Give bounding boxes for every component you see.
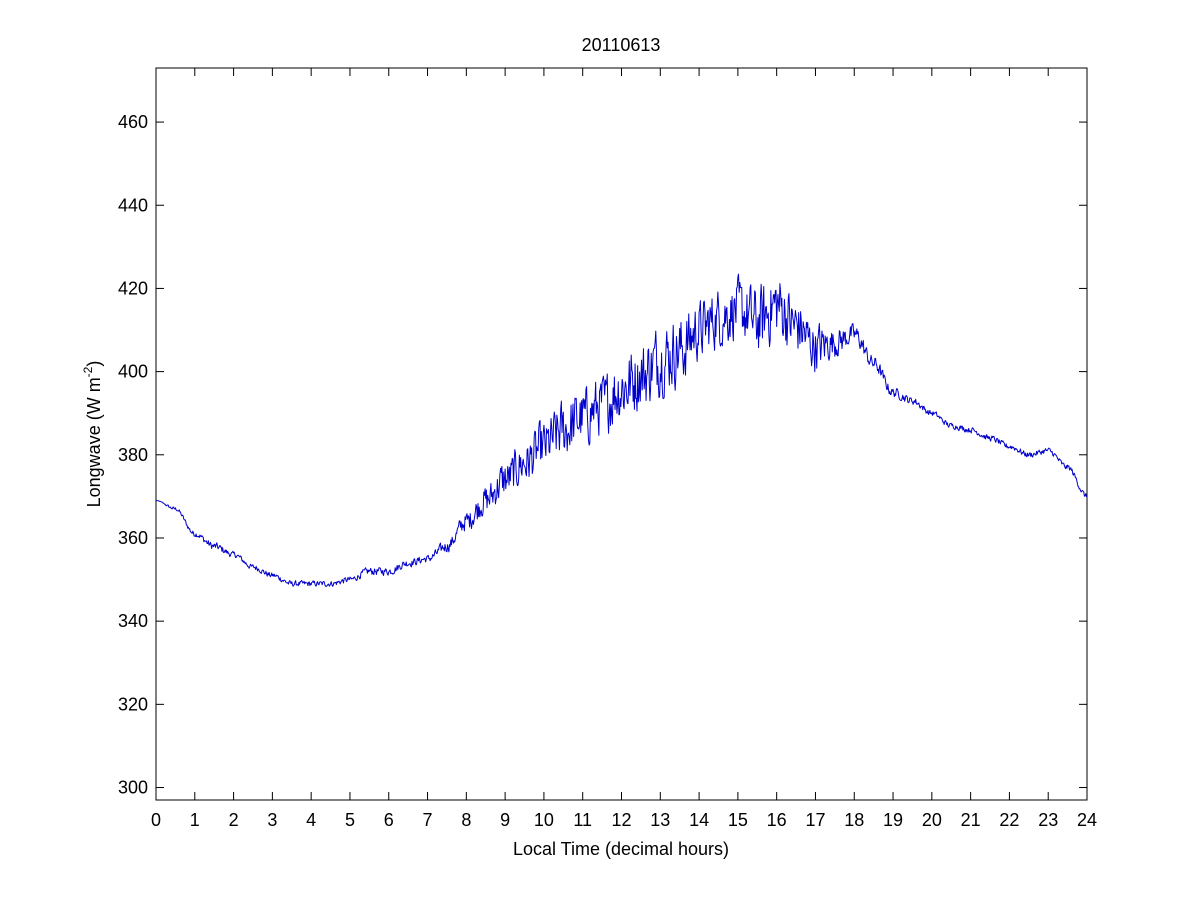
y-axis-label-superscript: -2	[81, 366, 95, 377]
x-tick-label: 19	[883, 810, 903, 830]
y-tick-label: 400	[118, 362, 148, 382]
x-tick-label: 14	[689, 810, 709, 830]
y-tick-label: 300	[118, 778, 148, 798]
x-tick-label: 20	[922, 810, 942, 830]
x-tick-label: 23	[1038, 810, 1058, 830]
x-axis-label: Local Time (decimal hours)	[513, 839, 729, 859]
x-tick-label: 7	[423, 810, 433, 830]
x-tick-label: 12	[611, 810, 631, 830]
y-tick-label: 320	[118, 694, 148, 714]
series-line	[155, 273, 1088, 588]
y-axis-label: Longwave (W m-2)	[81, 361, 104, 508]
y-tick-label: 380	[118, 445, 148, 465]
y-tick-label: 460	[118, 112, 148, 132]
x-tick-label: 3	[267, 810, 277, 830]
x-tick-label: 6	[384, 810, 394, 830]
x-tick-label: 10	[534, 810, 554, 830]
x-tick-label: 16	[767, 810, 787, 830]
x-tick-label: 15	[728, 810, 748, 830]
x-tick-label: 0	[151, 810, 161, 830]
x-tick-label: 24	[1077, 810, 1097, 830]
x-tick-label: 9	[500, 810, 510, 830]
x-tick-label: 17	[805, 810, 825, 830]
x-tick-label: 21	[961, 810, 981, 830]
chart-title: 20110613	[582, 35, 661, 55]
x-tick-label: 2	[229, 810, 239, 830]
y-ticks: 300 320 340 360 380 400 420 440 460	[118, 112, 1087, 798]
x-tick-label: 11	[573, 810, 592, 830]
plot-area: 0 1 2 3 4 5 6 7 8 9 10 11 12 13 14 15 16 17 18 19 20 21 22 23 24…	[118, 67, 1097, 830]
y-tick-label: 420	[118, 278, 148, 298]
y-tick-label: 440	[118, 195, 148, 215]
x-tick-label: 8	[461, 810, 471, 830]
x-tick-label: 13	[650, 810, 670, 830]
y-tick-label: 340	[118, 611, 148, 631]
x-tick-label: 1	[190, 810, 200, 830]
y-tick-label: 360	[118, 528, 148, 548]
series-layer	[155, 273, 1088, 588]
x-tick-label: 18	[844, 810, 864, 830]
y-axis-label-main: Longwave (W m	[84, 377, 104, 507]
x-ticks: 0 1 2 3 4 5 6 7 8 9 10 11 12 13 14 15 16 17 18 19 20 21 22 23 24	[151, 68, 1097, 830]
y-axis-label-suffix: )	[84, 361, 104, 367]
x-tick-label: 4	[306, 810, 316, 830]
x-tick-label: 5	[345, 810, 355, 830]
x-tick-label: 22	[999, 810, 1019, 830]
